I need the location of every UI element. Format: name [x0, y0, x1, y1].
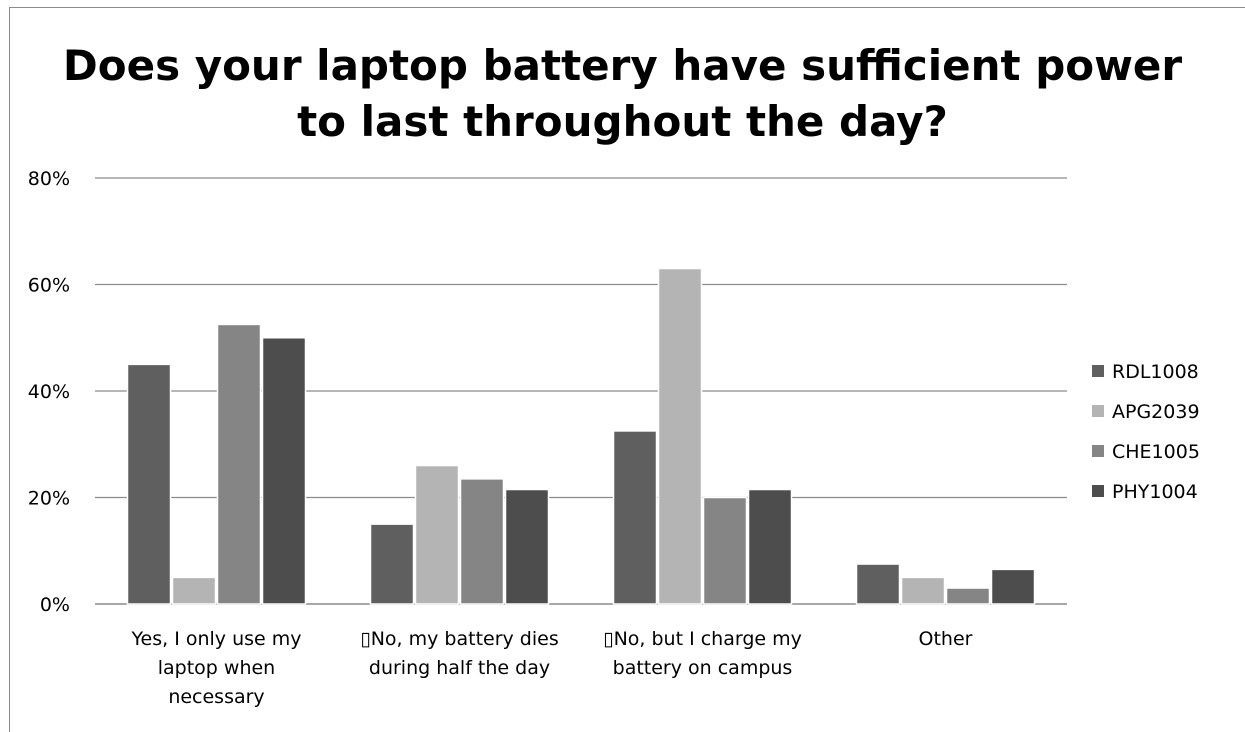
legend-label-apg2039: APG2039: [1112, 401, 1200, 423]
bar-phy1004-2: [747, 488, 793, 605]
bar-apg2039-1: [414, 464, 460, 605]
x-category-label: Yes, I only use my: [130, 628, 301, 650]
bar-apg2039-0: [171, 576, 217, 605]
x-category-label: during half the day: [369, 657, 550, 679]
legend-swatch-phy1004: [1092, 485, 1104, 497]
chart-frame: [9, 7, 1245, 732]
chart-title-line-1: Does your laptop battery have sufficient…: [62, 41, 1183, 90]
chart-title-line-2: to last throughout the day?: [297, 97, 948, 146]
legend-label-che1005: CHE1005: [1112, 441, 1200, 463]
y-tick-label: 80%: [28, 168, 70, 190]
x-category-label: Other: [919, 628, 973, 650]
bar-che1005-0: [216, 323, 262, 605]
bar-che1005-2: [702, 496, 748, 605]
bar-che1005-1: [459, 478, 505, 605]
bar-apg2039-2: [657, 267, 703, 605]
bar-apg2039-3: [900, 576, 946, 605]
x-category-label: battery on campus: [613, 657, 793, 679]
y-tick-label: 20%: [28, 488, 70, 510]
bar-rdl1008-3: [855, 563, 901, 605]
x-category-label: ▯No, but I charge my: [603, 628, 802, 650]
legend-swatch-apg2039: [1092, 405, 1104, 417]
legend-label-rdl1008: RDL1008: [1112, 361, 1199, 383]
bar-rdl1008-1: [369, 523, 415, 605]
bar-phy1004-3: [990, 568, 1036, 605]
y-tick-label: 0%: [40, 594, 70, 616]
bar-rdl1008-2: [612, 430, 658, 605]
x-category-label: ▯No, my battery dies: [360, 628, 558, 650]
chart-title: Does your laptop battery have sufficient…: [0, 38, 1245, 150]
x-category-label: laptop when: [158, 657, 275, 679]
y-tick-label: 40%: [28, 381, 70, 403]
bar-phy1004-0: [261, 337, 307, 605]
legend-swatch-che1005: [1092, 445, 1104, 457]
y-tick-label: 60%: [28, 275, 70, 297]
legend-swatch-rdl1008: [1092, 365, 1104, 377]
bar-rdl1008-0: [126, 363, 172, 605]
bar-che1005-3: [945, 587, 991, 605]
legend-label-phy1004: PHY1004: [1112, 481, 1198, 503]
bar-phy1004-1: [504, 488, 550, 605]
x-category-label: necessary: [168, 686, 264, 708]
